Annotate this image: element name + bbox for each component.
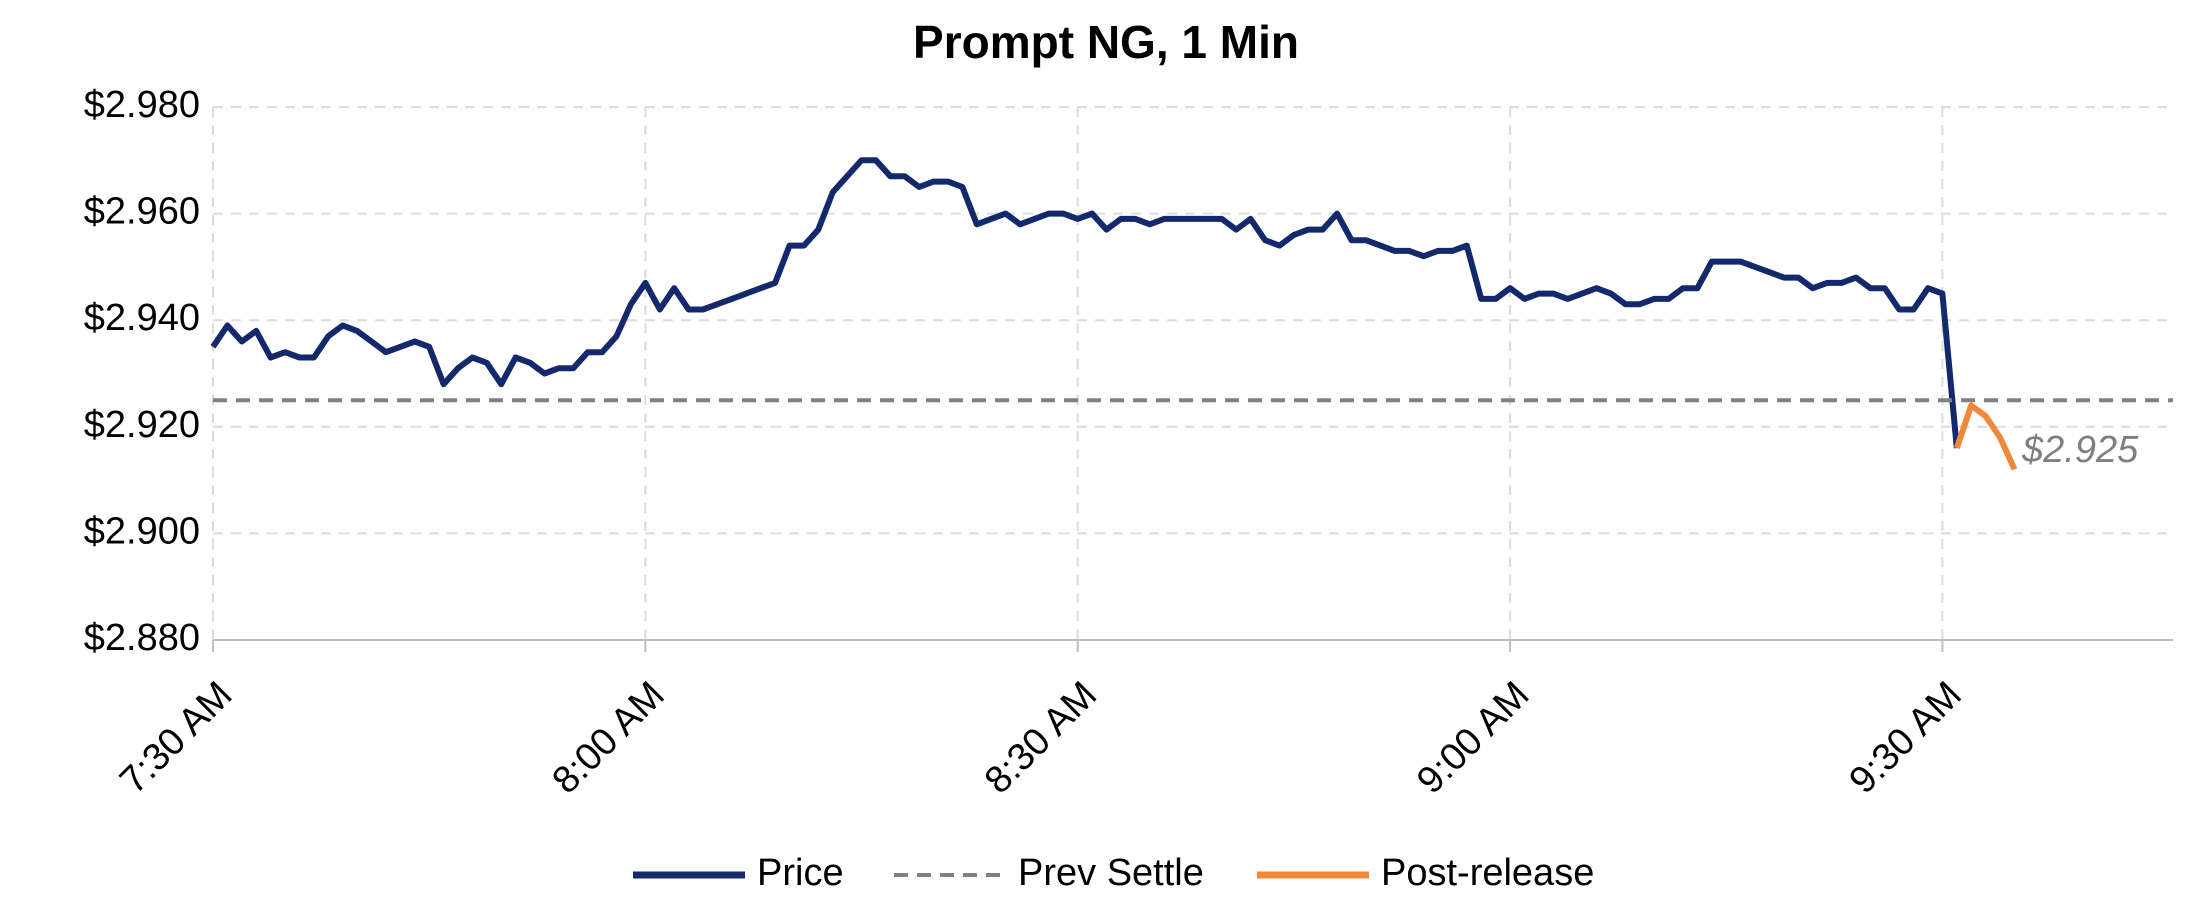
y-tick-label: $2.920 <box>84 404 200 446</box>
series-line <box>210 157 1960 449</box>
y-tick-label: $2.980 <box>84 84 200 126</box>
legend-label: Prev Settle <box>1018 852 1204 894</box>
x-tick-label: 7:30 AM <box>112 674 240 802</box>
x-tick-label: 8:30 AM <box>977 674 1105 802</box>
chart-title: Prompt NG, 1 Min <box>913 16 1299 68</box>
y-tick-label: $2.880 <box>84 617 200 659</box>
series-line <box>1953 402 2018 471</box>
y-tick-label: $2.960 <box>84 191 200 233</box>
y-tick-label: $2.900 <box>84 510 200 552</box>
x-tick-label: 9:00 AM <box>1409 674 1537 802</box>
x-tick-label: 8:00 AM <box>545 674 673 802</box>
annotation: $2.925 <box>2021 429 2139 471</box>
legend-label: Price <box>757 852 844 894</box>
y-tick-label: $2.940 <box>84 297 200 339</box>
legend-label: Post-release <box>1381 852 1594 894</box>
x-tick-label: 9:30 AM <box>1842 674 1970 802</box>
